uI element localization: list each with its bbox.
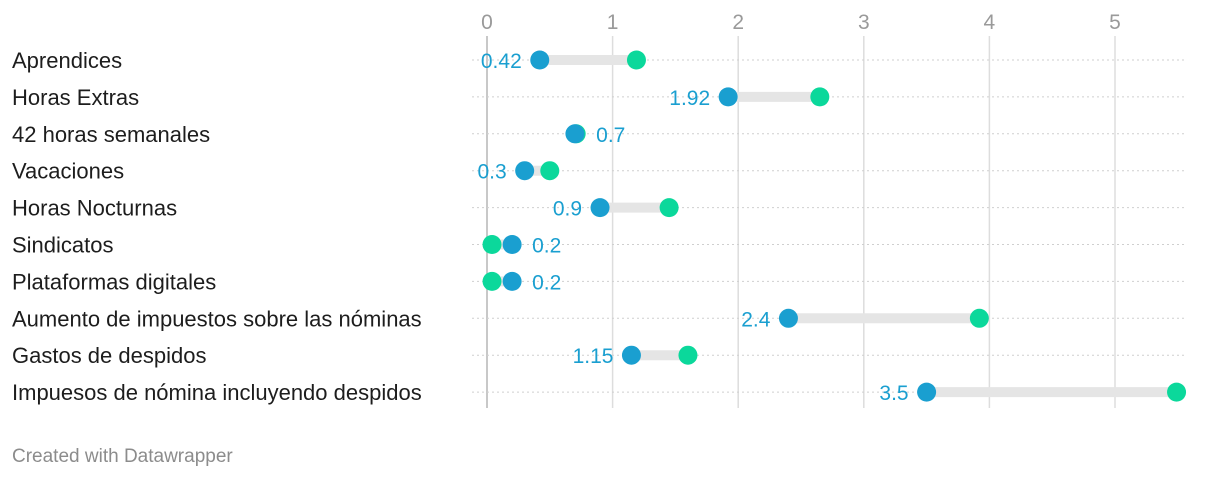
value-label: 2.4 bbox=[741, 308, 771, 331]
row-label: Plataformas digitales bbox=[12, 269, 216, 294]
start-dot bbox=[502, 271, 522, 291]
start-dot bbox=[565, 124, 585, 144]
row-label: Aumento de impuestos sobre las nóminas bbox=[12, 306, 422, 331]
end-dot bbox=[969, 308, 989, 328]
datawrapper-credit[interactable]: Created with Datawrapper bbox=[12, 446, 233, 467]
end-dot bbox=[678, 345, 698, 365]
range-dot-chart: 0 1 2 3 4 5 Aprendices 0.42 Horas Extras 1.92 42 h… bbox=[12, 11, 1187, 408]
row-label: Vacaciones bbox=[12, 159, 124, 184]
row-label: 42 horas semanales bbox=[12, 122, 210, 147]
value-label: 1.15 bbox=[573, 345, 614, 368]
start-dot bbox=[590, 198, 610, 218]
start-dot bbox=[502, 235, 522, 254]
start-dot bbox=[621, 345, 641, 365]
end-dot bbox=[540, 161, 560, 181]
start-dot bbox=[917, 382, 937, 402]
x-tick-label: 0 bbox=[481, 11, 493, 34]
x-tick-label: 3 bbox=[858, 11, 870, 34]
start-dot bbox=[515, 161, 535, 181]
value-label: 0.2 bbox=[532, 271, 561, 294]
end-dot bbox=[659, 198, 679, 218]
value-label: 0.3 bbox=[477, 161, 506, 184]
value-label: 1.92 bbox=[669, 87, 710, 110]
end-dot bbox=[482, 271, 502, 291]
value-label: 3.5 bbox=[879, 382, 908, 405]
value-label: 0.7 bbox=[596, 124, 625, 147]
x-tick-label: 2 bbox=[732, 11, 744, 34]
row-label: Horas Nocturnas bbox=[12, 196, 177, 221]
start-dot bbox=[530, 50, 550, 70]
x-tick-label: 4 bbox=[984, 11, 996, 34]
end-dot bbox=[810, 87, 830, 107]
x-tick-label: 5 bbox=[1109, 11, 1121, 34]
start-dot bbox=[778, 308, 798, 328]
row-label: Sindicatos bbox=[12, 233, 114, 258]
value-label: 0.2 bbox=[532, 235, 561, 258]
x-tick-label: 1 bbox=[607, 11, 619, 34]
row-label: Impuesos de nómina incluyendo despidos bbox=[12, 380, 422, 405]
end-dot bbox=[626, 50, 646, 70]
end-dot bbox=[482, 235, 502, 254]
value-label: 0.9 bbox=[553, 198, 582, 221]
row-label: Gastos de despidos bbox=[12, 343, 206, 368]
end-dot bbox=[1167, 382, 1187, 402]
row-label: Horas Extras bbox=[12, 85, 139, 110]
row-label: Aprendices bbox=[12, 48, 122, 73]
start-dot bbox=[718, 87, 738, 107]
value-label: 0.42 bbox=[481, 50, 522, 73]
